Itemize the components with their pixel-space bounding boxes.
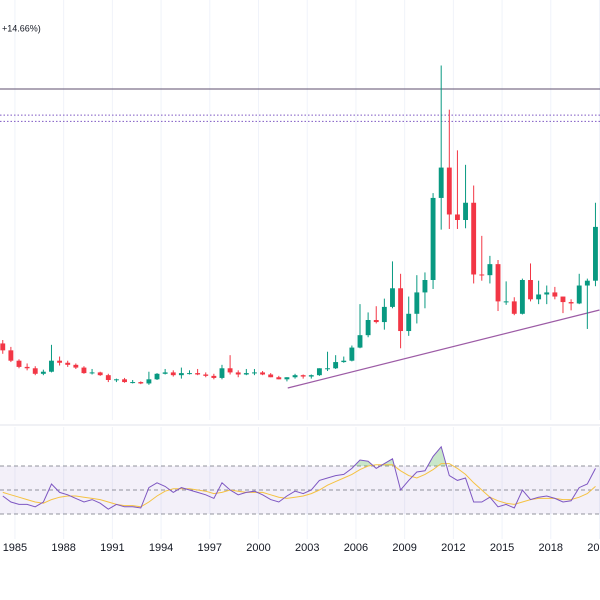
candle-body xyxy=(325,368,330,370)
candle-body xyxy=(105,375,111,380)
x-tick-label: 2012 xyxy=(441,542,465,554)
candle-body xyxy=(252,372,257,374)
candle-body xyxy=(203,374,209,376)
candle-body xyxy=(138,382,144,384)
candle-body xyxy=(381,306,387,323)
candle-body xyxy=(422,280,428,293)
candle-body xyxy=(187,373,192,375)
candle-body xyxy=(130,382,136,384)
candle-body xyxy=(81,367,87,374)
candle-body xyxy=(40,371,46,374)
candle-body xyxy=(495,264,501,302)
candle-body xyxy=(544,292,550,295)
candle-body xyxy=(308,375,314,377)
candle-body xyxy=(122,379,127,383)
candle-body xyxy=(24,366,30,369)
candle-body xyxy=(568,302,574,304)
candle-body xyxy=(438,167,444,198)
candle-body xyxy=(276,377,282,380)
candle-body xyxy=(593,226,598,281)
candle-body xyxy=(398,288,404,332)
candle-body xyxy=(341,360,347,363)
candle-body xyxy=(243,373,249,375)
candle-body xyxy=(89,372,95,374)
candle-body xyxy=(390,288,395,307)
x-tick-label: 2009 xyxy=(392,542,416,554)
candle-body xyxy=(357,335,363,348)
candle-body xyxy=(528,280,533,300)
candle-body xyxy=(471,202,477,275)
candle-body xyxy=(463,202,468,220)
candle-body xyxy=(406,313,412,332)
candle-body xyxy=(0,343,6,351)
candle-body xyxy=(170,372,176,376)
x-tick-label: 2003 xyxy=(295,542,319,554)
rsi-band xyxy=(0,466,600,515)
candle-body xyxy=(113,379,119,381)
candle-body xyxy=(292,375,298,378)
trendline xyxy=(287,309,600,389)
candle-body xyxy=(560,296,566,303)
candle-body xyxy=(73,364,79,368)
candle-body xyxy=(219,368,225,378)
rsi-line xyxy=(2,463,596,508)
candle-body xyxy=(8,350,14,361)
candle-body xyxy=(446,167,452,215)
candle-body xyxy=(211,375,217,378)
candle-body xyxy=(235,372,241,375)
grid xyxy=(14,0,600,539)
legend-text: +14.66%) xyxy=(2,23,41,33)
x-tick-label: 2015 xyxy=(490,542,514,554)
candle-body xyxy=(479,274,485,276)
x-tick-label: 1994 xyxy=(149,542,173,554)
candle-body xyxy=(195,373,201,375)
candle-body xyxy=(146,379,152,384)
candle-body xyxy=(16,360,22,367)
candle-body xyxy=(503,301,509,303)
candle-body xyxy=(487,264,493,276)
candle-body xyxy=(511,301,517,314)
x-tick-label: 1985 xyxy=(3,542,27,554)
candle-body xyxy=(316,368,322,376)
candle-body xyxy=(552,292,558,297)
candle-body xyxy=(365,320,371,336)
candle-body xyxy=(454,214,460,220)
candle-body xyxy=(414,292,420,314)
candle-body xyxy=(162,372,168,374)
candle-body xyxy=(97,372,103,376)
rsi-line xyxy=(2,445,596,510)
x-tick-label: 2006 xyxy=(344,542,368,554)
candle-body xyxy=(519,280,525,314)
candle-body xyxy=(349,347,355,361)
rsi-pane xyxy=(0,445,600,515)
candle-body xyxy=(284,377,290,380)
candle-body xyxy=(576,285,582,304)
candle-body xyxy=(584,280,590,286)
candle-body xyxy=(260,372,266,375)
candle-body xyxy=(430,197,436,280)
candle-body xyxy=(49,360,54,372)
x-tick-label: 1988 xyxy=(51,542,75,554)
x-tick-label: 1991 xyxy=(100,542,124,554)
candle-body xyxy=(268,374,274,378)
candle-body xyxy=(333,362,339,369)
candle-body xyxy=(373,320,379,323)
x-tick-label: 2021 xyxy=(587,542,600,554)
candle-body xyxy=(65,362,71,365)
x-tick-label: 2000 xyxy=(246,542,270,554)
candle-body xyxy=(154,373,160,380)
candle-body xyxy=(57,360,63,363)
x-tick-label: 2018 xyxy=(539,542,563,554)
x-tick-label: 1997 xyxy=(198,542,222,554)
price-pane xyxy=(0,65,600,389)
candle-body xyxy=(227,368,233,373)
candle-body xyxy=(300,375,306,377)
candle-body xyxy=(536,294,542,300)
candle-body xyxy=(178,373,184,376)
candle-body xyxy=(32,368,38,374)
